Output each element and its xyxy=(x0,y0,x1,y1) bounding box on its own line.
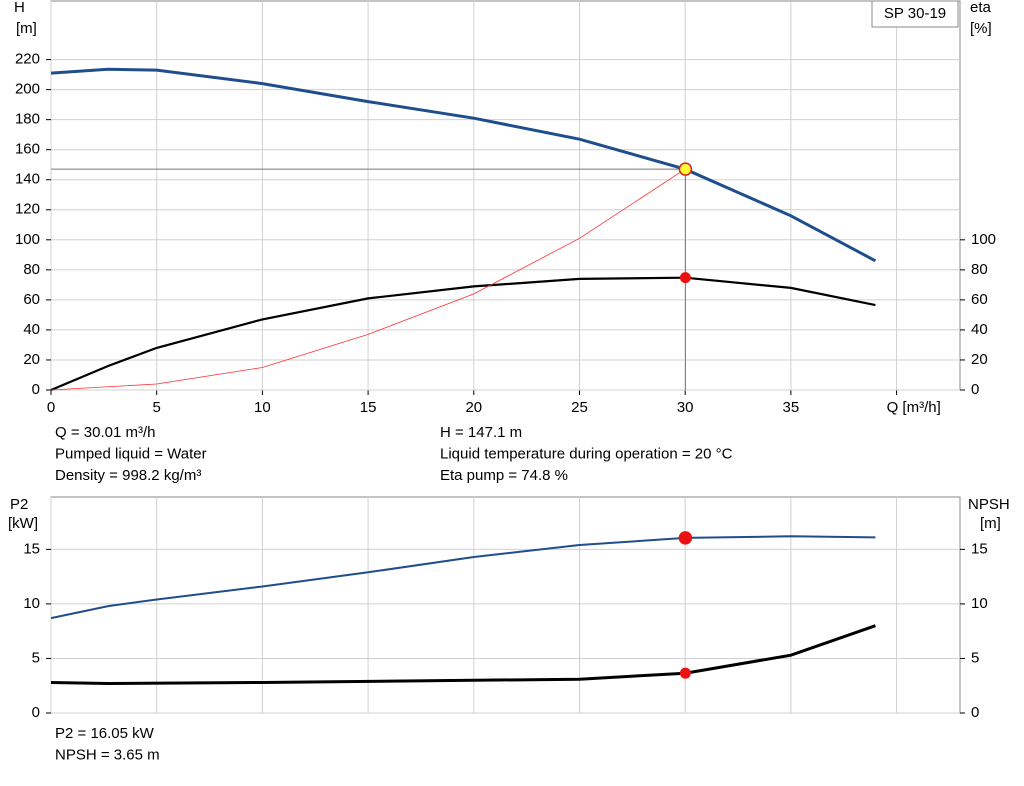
y2-tick-label: 60 xyxy=(971,291,988,308)
y-tick-label: 160 xyxy=(15,141,40,158)
x-tick-label: 15 xyxy=(360,399,377,416)
curve xyxy=(50,168,686,391)
x-tick-label: 35 xyxy=(783,399,800,416)
y2-tick-label: 5 xyxy=(971,649,979,666)
y-label: P2 xyxy=(10,496,28,513)
x-tick-label: 25 xyxy=(571,399,588,416)
x-tick-label: 5 xyxy=(153,399,161,416)
y-tick-label: 220 xyxy=(15,51,40,68)
y-unit: [m] xyxy=(16,20,37,37)
y-tick-label: 60 xyxy=(23,291,40,308)
operating-point xyxy=(679,667,691,679)
info-text: Eta pump = 74.8 % xyxy=(440,467,568,484)
y2-tick-label: 80 xyxy=(971,261,988,278)
y2-tick-label: 100 xyxy=(971,231,996,248)
y2-tick-label: 40 xyxy=(971,321,988,338)
y2-tick-label: 15 xyxy=(971,540,988,557)
info-text: Liquid temperature during operation = 20… xyxy=(440,445,733,462)
info-text: Q = 30.01 m³/h xyxy=(55,424,155,441)
x-tick-label: Q [m³/h] xyxy=(887,399,941,416)
y-tick-label: 20 xyxy=(23,351,40,368)
curve xyxy=(50,276,876,392)
y-tick-label: 100 xyxy=(15,231,40,248)
operating-point xyxy=(678,531,693,545)
info-text: P2 = 16.05 kW xyxy=(55,725,155,742)
y-tick-label: 140 xyxy=(15,171,40,188)
y-tick-label: 80 xyxy=(23,261,40,278)
y2-unit: [%] xyxy=(970,20,992,37)
legend-label: SP 30-19 xyxy=(884,5,946,22)
y-tick-label: 10 xyxy=(23,595,40,612)
info-text: Pumped liquid = Water xyxy=(55,445,207,462)
y-tick-label: 120 xyxy=(15,201,40,218)
y2-unit: [m] xyxy=(980,515,1001,532)
y2-label: NPSH xyxy=(968,496,1010,513)
y2-tick-label: 0 xyxy=(971,704,979,721)
y-tick-label: 5 xyxy=(32,649,40,666)
x-tick-label: 20 xyxy=(465,399,482,416)
y2-label: eta xyxy=(970,0,992,16)
y-unit: [kW] xyxy=(8,515,38,532)
y2-tick-label: 20 xyxy=(971,351,988,368)
y-tick-label: 15 xyxy=(23,540,40,557)
x-tick-label: 0 xyxy=(47,399,55,416)
curve xyxy=(50,67,877,263)
y-label: H xyxy=(14,0,25,16)
operating-point xyxy=(678,162,693,176)
info-text: H = 147.1 m xyxy=(440,424,522,441)
y-tick-label: 180 xyxy=(15,111,40,128)
y-tick-label: 0 xyxy=(32,704,40,721)
y-tick-label: 0 xyxy=(32,381,40,398)
legend-box xyxy=(871,0,959,28)
info-text: Density = 998.2 kg/m³ xyxy=(55,467,201,484)
x-tick-label: 30 xyxy=(677,399,694,416)
curve xyxy=(50,535,876,620)
y-tick-label: 40 xyxy=(23,321,40,338)
curve xyxy=(50,624,876,686)
info-text: NPSH = 3.65 m xyxy=(55,746,160,763)
operating-point xyxy=(679,272,691,284)
y-tick-label: 200 xyxy=(15,81,40,98)
y2-tick-label: 10 xyxy=(971,595,988,612)
x-tick-label: 10 xyxy=(254,399,271,416)
y2-tick-label: 0 xyxy=(971,381,979,398)
